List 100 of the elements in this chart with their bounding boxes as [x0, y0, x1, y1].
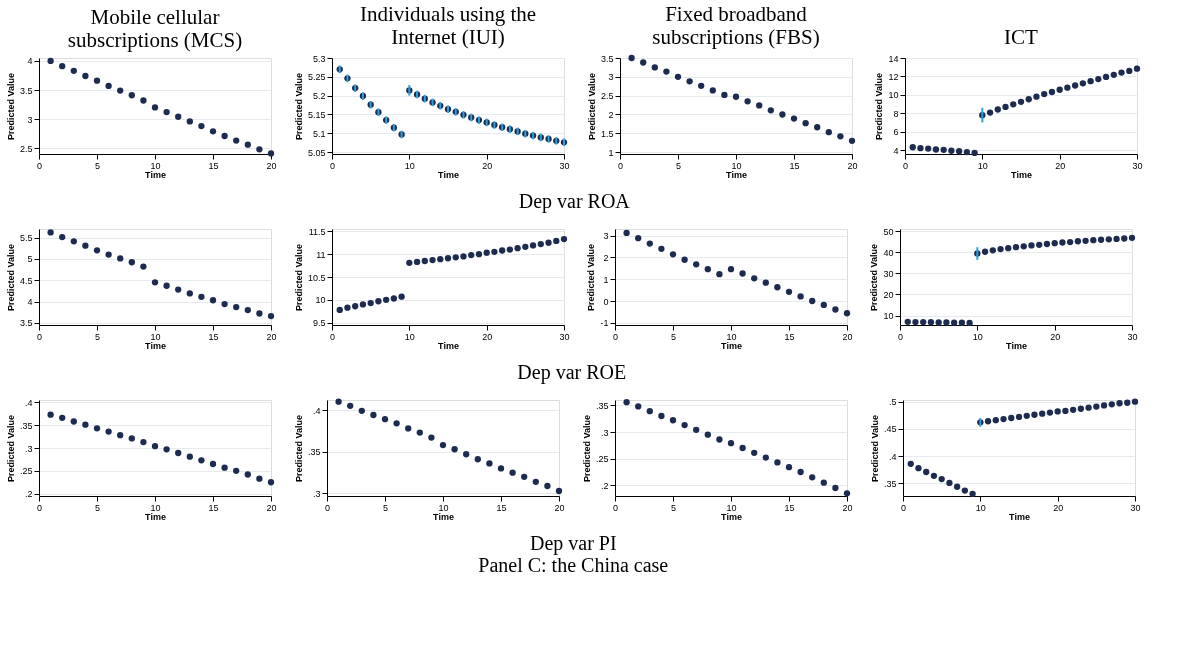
x-tick-label: 10 — [977, 160, 988, 171]
y-tick-label: .35 — [883, 478, 897, 489]
x-axis-title: Time — [1011, 169, 1032, 180]
text: Dep var ROA — [518, 189, 631, 213]
y-tick-label: .4 — [312, 405, 321, 416]
x-tick-label: 15 — [784, 502, 795, 513]
y-tick-label: -1 — [600, 318, 609, 329]
x-tick-label: 20 — [482, 160, 493, 171]
y-tick-label: 10.5 — [307, 272, 326, 283]
x-tick-label: 20 — [842, 331, 853, 342]
y-tick-label: 2.5 — [19, 143, 33, 154]
chart-title: Fixed broadband subscriptions (FBS) — [652, 2, 820, 49]
y-tick-label: 50 — [883, 226, 894, 237]
x-axis-title: Time — [726, 169, 747, 180]
y-tick-label: .2 — [600, 480, 609, 491]
x-tick-label: 15 — [784, 331, 795, 342]
y-tick-label: .2 — [24, 489, 33, 500]
y-tick-label: 8 — [893, 108, 899, 119]
y-tick-label: 0 — [603, 296, 609, 307]
y-tick-label: .35 — [307, 447, 321, 458]
y-axis-title: Predicted Value — [293, 72, 304, 141]
x-tick-label: 0 — [329, 160, 336, 171]
x-tick-label: 20 — [266, 160, 277, 171]
y-axis-title: Predicted Value — [5, 414, 16, 483]
y-tick-label: 1.5 — [600, 128, 614, 139]
x-tick-label: 15 — [789, 160, 800, 171]
y-tick-label: 3.5 — [19, 318, 33, 329]
y-axis-title: Predicted Value — [5, 243, 16, 312]
x-tick-label: 15 — [208, 331, 219, 342]
y-tick-label: 10 — [883, 311, 894, 322]
y-tick-label: .4 — [888, 451, 897, 462]
y-tick-label: 5.05 — [307, 147, 326, 158]
x-tick-label: 15 — [496, 502, 507, 513]
x-axis-title: Time — [145, 340, 166, 351]
x-tick-label: 10 — [150, 502, 161, 513]
x-tick-label: 30 — [559, 160, 570, 171]
y-tick-label: .5 — [888, 397, 897, 408]
x-axis-title: Time — [721, 511, 742, 522]
x-tick-label: 0 — [329, 331, 336, 342]
y-tick-label: .35 — [19, 420, 33, 431]
y-tick-label: .3 — [600, 427, 609, 438]
x-tick-label: 5 — [94, 160, 101, 171]
chart-title: Individuals using the Internet (IUI) — [359, 2, 537, 49]
y-tick-label: 5.2 — [312, 91, 326, 102]
x-tick-label: 0 — [36, 331, 43, 342]
x-tick-label: 30 — [559, 331, 570, 342]
y-tick-label: .25 — [19, 466, 33, 477]
x-tick-label: 20 — [1055, 160, 1066, 171]
x-tick-label: 5 — [675, 160, 682, 171]
y-tick-label: 4 — [893, 145, 899, 156]
x-tick-label: 5 — [94, 502, 101, 513]
x-tick-label: 10 — [438, 502, 449, 513]
x-tick-label: 0 — [36, 160, 43, 171]
y-axis-title: Predicted Value — [293, 243, 304, 312]
x-axis-title: Time — [438, 169, 459, 180]
y-tick-label: .3 — [312, 489, 321, 499]
x-axis-title: Time — [1006, 340, 1027, 351]
y-tick-label: 5.1 — [312, 128, 326, 139]
y-tick-label: .45 — [883, 424, 897, 435]
x-tick-label: 20 — [482, 331, 493, 342]
y-axis-title: Predicted Value — [869, 414, 880, 483]
x-tick-label: 20 — [847, 160, 858, 171]
y-axis-title: Predicted Value — [586, 243, 597, 312]
x-tick-label: 0 — [617, 160, 624, 171]
y-tick-label: 5 — [27, 254, 33, 265]
y-tick-label: 10 — [888, 90, 899, 101]
x-tick-label: 5 — [670, 331, 677, 342]
x-tick-label: 10 — [404, 160, 415, 171]
text: Dep var PI — [529, 531, 617, 555]
x-tick-label: 5 — [382, 502, 389, 513]
y-axis-title: Predicted Value — [586, 72, 597, 141]
y-tick-label: 3.5 — [19, 85, 33, 96]
x-tick-label: 30 — [1127, 331, 1138, 342]
y-axis-title: Predicted Value — [874, 72, 885, 141]
x-tick-label: 10 — [972, 331, 983, 342]
y-tick-label: 9.5 — [312, 318, 326, 329]
x-tick-label: 10 — [150, 331, 161, 342]
x-tick-label: 10 — [726, 502, 737, 513]
y-tick-label: .35 — [595, 400, 609, 411]
y-tick-label: 2.5 — [600, 91, 614, 102]
x-axis-title: Time — [145, 169, 166, 180]
x-axis-title: Time — [145, 511, 166, 522]
y-tick-label: 5.15 — [307, 109, 326, 120]
y-tick-label: 3 — [608, 72, 614, 83]
x-tick-label: 10 — [150, 160, 161, 171]
y-axis-title: Predicted Value — [581, 414, 592, 483]
y-tick-label: 30 — [883, 268, 894, 279]
x-tick-label: 15 — [208, 502, 219, 513]
chart-title: ICT — [1004, 25, 1039, 49]
x-axis-title: Time — [1009, 511, 1030, 522]
x-tick-label: 10 — [404, 331, 415, 342]
y-tick-label: 4.5 — [19, 275, 33, 286]
y-tick-label: .4 — [24, 397, 33, 408]
x-tick-label: 30 — [1130, 502, 1141, 513]
y-tick-label: 5.25 — [307, 72, 326, 83]
y-axis-title: Predicted Value — [5, 72, 16, 141]
y-tick-label: 2 — [608, 109, 614, 120]
x-tick-label: 20 — [266, 331, 277, 342]
y-tick-label: 4 — [27, 297, 33, 308]
y-tick-label: 10 — [315, 295, 326, 306]
